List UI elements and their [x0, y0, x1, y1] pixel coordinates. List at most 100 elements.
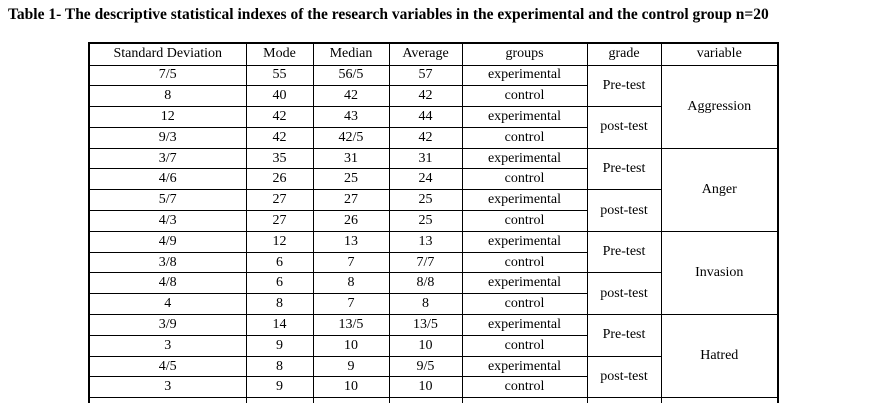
median-cell: 13 [312, 230, 390, 253]
median-cell: 31 [312, 147, 390, 170]
average-cell: 25 [388, 189, 463, 212]
table-row: 3/9 14 13/5 13/5 experimental Pre-test H… [88, 314, 779, 399]
table-row: 4/5 8 9 9/5 experimental post-test [88, 355, 778, 399]
sd-cell: 4/8 [88, 272, 247, 295]
cut-off-cell [461, 397, 588, 403]
mode-cell: 6 [245, 251, 314, 274]
col-header-standard-deviation: Standard Deviation [88, 42, 247, 66]
sd-cell: 4/5 [88, 355, 247, 378]
average-cell: 25 [388, 210, 463, 232]
mode-cell: 6 [245, 272, 314, 295]
average-cell: 57 [388, 64, 463, 87]
grade-cell: Pre-test [586, 230, 662, 274]
sd-cell: 5/7 [88, 189, 247, 212]
median-cell: 42 [312, 85, 390, 108]
grade-cell: Pre-test [586, 64, 662, 108]
sd-cell: 3/8 [88, 251, 247, 274]
sd-cell: 8 [88, 85, 247, 108]
cut-off-cell [312, 397, 390, 403]
median-cell: 42/5 [312, 126, 390, 149]
table-row: 7/5 55 56/5 57 experimental Pre-test Agg… [88, 64, 779, 149]
group-cell: experimental [461, 106, 588, 128]
sd-cell: 7/5 [88, 64, 247, 87]
sd-cell: 3 [88, 334, 247, 357]
mode-cell: 26 [245, 168, 314, 191]
col-header-groups: groups [461, 42, 588, 66]
mode-cell: 12 [245, 230, 314, 253]
variable-cell: Invasion [660, 230, 779, 316]
median-cell: 56/5 [312, 64, 390, 87]
mode-cell: 42 [245, 126, 314, 149]
group-cell: control [461, 334, 588, 357]
grade-cell: Pre-test [586, 147, 662, 191]
median-cell: 8 [312, 272, 390, 295]
average-cell: 24 [388, 168, 463, 191]
median-cell: 26 [312, 210, 390, 232]
table-row: 4 8 7 8 control [88, 293, 778, 316]
median-cell: 27 [312, 189, 390, 212]
mode-cell: 27 [245, 210, 314, 232]
median-cell: 7 [312, 251, 390, 274]
average-cell: 42 [388, 85, 463, 108]
group-cell: experimental [461, 230, 588, 253]
table-row: 4/8 6 8 8/8 experimental post-test [88, 272, 778, 316]
median-cell: 13/5 [312, 314, 390, 336]
table-row: 9/3 42 42/5 42 control [88, 126, 778, 149]
median-cell: 7 [312, 293, 390, 316]
group-cell: experimental [461, 189, 588, 212]
grade-cell: post-test [586, 189, 662, 232]
mode-cell: 55 [245, 64, 314, 87]
mode-cell: 14 [245, 314, 314, 336]
sd-cell: 4/9 [88, 230, 247, 253]
cut-off-cell [586, 397, 662, 403]
table-row: 5/7 27 27 25 experimental post-test [88, 189, 778, 232]
group-cell: control [461, 85, 588, 108]
cut-off-cell [88, 397, 247, 403]
stats-table: Standard Deviation Mode Median Average g… [88, 42, 779, 403]
cut-off-cell [245, 397, 314, 403]
mode-cell: 9 [245, 334, 314, 357]
grade-cell: Pre-test [586, 314, 662, 357]
mode-cell: 27 [245, 189, 314, 212]
header-row: Standard Deviation Mode Median Average g… [88, 42, 779, 66]
table-row: 4/9 12 13 13 experimental Pre-test Invas… [88, 230, 779, 316]
average-cell: 9/5 [388, 355, 463, 378]
median-cell: 9 [312, 355, 390, 378]
mode-cell: 40 [245, 85, 314, 108]
group-cell: control [461, 376, 588, 399]
cut-off-cell [660, 397, 779, 403]
sd-cell: 4 [88, 293, 247, 316]
col-header-grade: grade [586, 42, 662, 66]
mode-cell: 8 [245, 355, 314, 378]
grade-cell: post-test [586, 106, 662, 149]
group-cell: control [461, 168, 588, 191]
col-header-mode: Mode [245, 42, 314, 66]
average-cell: 31 [388, 147, 463, 170]
table-row: 3 9 10 10 control [88, 376, 778, 399]
average-cell: 13/5 [388, 314, 463, 336]
average-cell: 42 [388, 126, 463, 149]
average-cell: 13 [388, 230, 463, 253]
mode-cell: 35 [245, 147, 314, 170]
sd-cell: 9/3 [88, 126, 247, 149]
average-cell: 8/8 [388, 272, 463, 295]
col-header-variable: variable [660, 42, 779, 66]
group-cell: experimental [461, 147, 588, 170]
median-cell: 43 [312, 106, 390, 128]
table-row: 3/7 35 31 31 experimental Pre-test Anger [88, 147, 779, 232]
variable-cell: Anger [660, 147, 779, 232]
sd-cell: 3/9 [88, 314, 247, 336]
mode-cell: 42 [245, 106, 314, 128]
sd-cell: 12 [88, 106, 247, 128]
median-cell: 10 [312, 376, 390, 399]
group-cell: control [461, 251, 588, 274]
group-cell: control [461, 126, 588, 149]
sd-cell: 3 [88, 376, 247, 399]
table-row: 4/6 26 25 24 control [88, 168, 778, 191]
group-cell: experimental [461, 355, 588, 378]
table-caption: Table 1- The descriptive statistical ind… [8, 6, 769, 23]
average-cell: 7/7 [388, 251, 463, 274]
cut-off-cell [388, 397, 463, 403]
variable-cell: Aggression [660, 64, 779, 149]
